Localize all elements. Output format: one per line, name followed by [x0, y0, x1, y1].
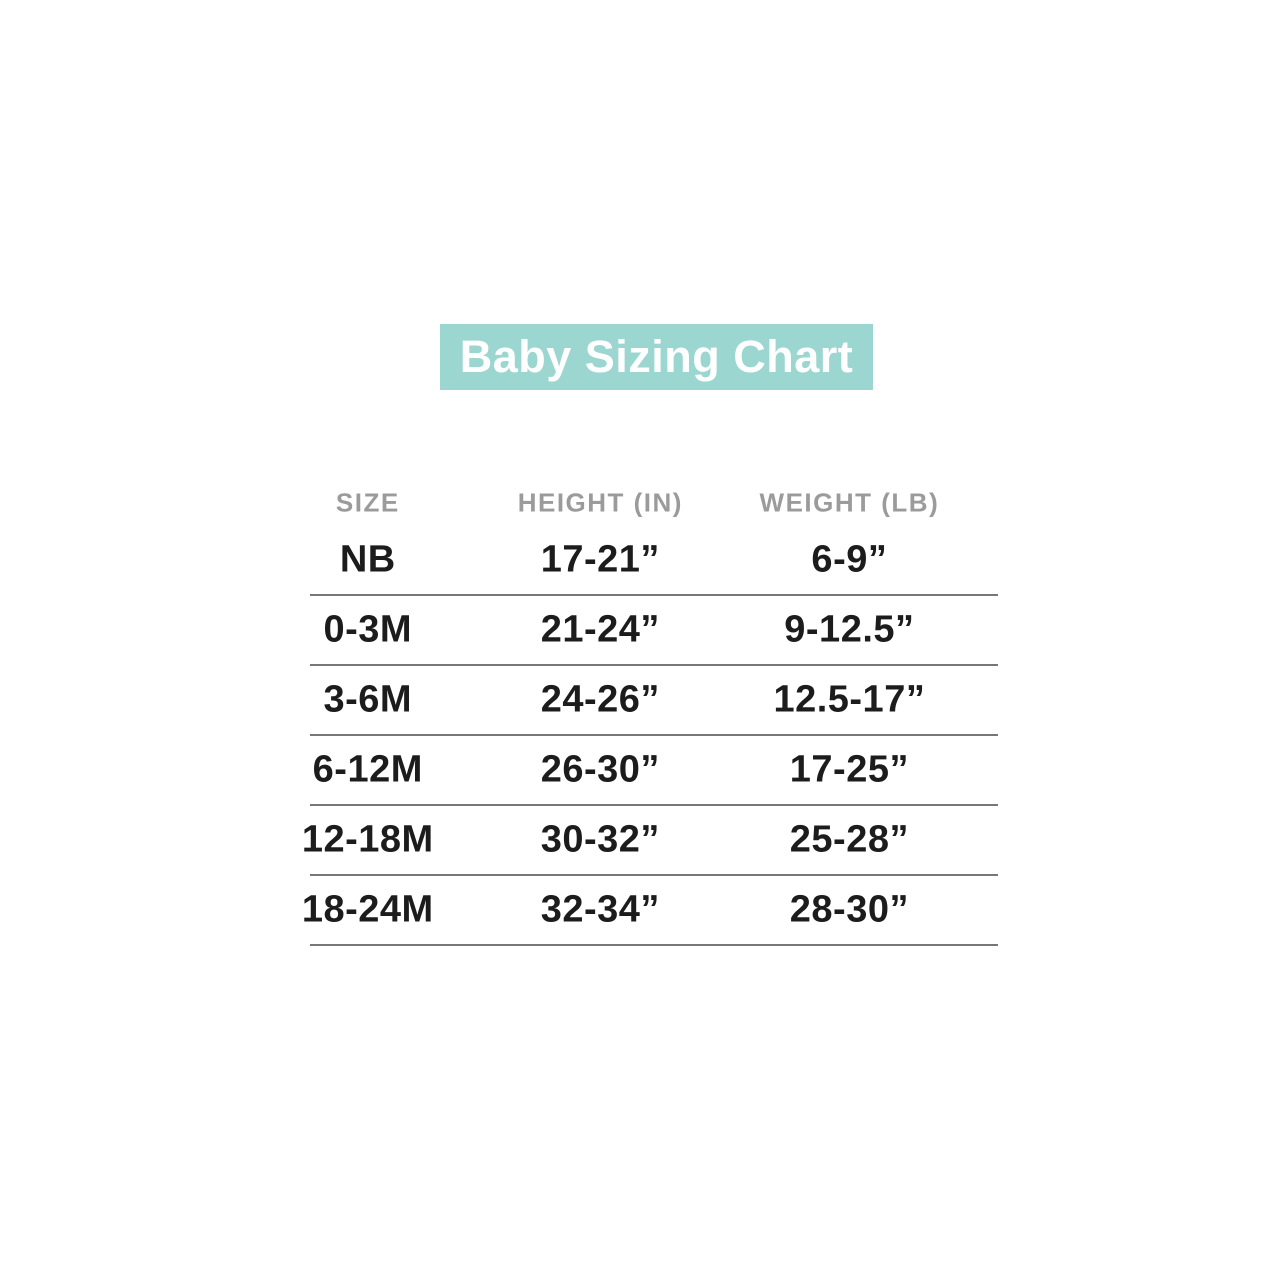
weight-cell: 25-28”: [789, 818, 909, 861]
table-row-12-18m: 12-18M 30-32” 25-28”: [302, 806, 998, 876]
weight-cell: 12.5-17”: [773, 678, 926, 721]
table-header-row: SIZE HEIGHT (IN) WEIGHT (LB): [310, 480, 998, 526]
table-row-18-24m: 18-24M 32-34” 28-30”: [302, 876, 998, 946]
column-header-weight: WEIGHT (LB): [759, 487, 940, 518]
size-cell: 3-6M: [323, 678, 413, 721]
table-row-6-12m: 6-12M 26-30” 17-25”: [310, 736, 998, 806]
height-cell: 17-21”: [540, 538, 660, 581]
size-cell: 18-24M: [301, 888, 434, 931]
weight-cell: 9-12.5”: [784, 608, 915, 651]
size-cell: 12-18M: [301, 818, 434, 861]
table-row-0-3m: 0-3M 21-24” 9-12.5”: [310, 596, 998, 666]
weight-cell: 6-9”: [811, 538, 888, 581]
size-cell: 6-12M: [312, 748, 423, 791]
column-header-size: SIZE: [335, 487, 400, 518]
size-cell: 0-3M: [323, 608, 413, 651]
column-header-height: HEIGHT (IN): [517, 487, 683, 518]
title-banner: Baby Sizing Chart: [440, 324, 873, 390]
height-cell: 30-32”: [540, 818, 660, 861]
weight-cell: 28-30”: [789, 888, 909, 931]
baby-sizing-table: SIZE HEIGHT (IN) WEIGHT (LB) NB 17-21” 6…: [302, 480, 998, 946]
height-cell: 24-26”: [540, 678, 660, 721]
height-cell: 21-24”: [540, 608, 660, 651]
table-row-3-6m: 3-6M 24-26” 12.5-17”: [310, 666, 998, 736]
height-cell: 26-30”: [540, 748, 660, 791]
height-cell: 32-34”: [540, 888, 660, 931]
page-title: Baby Sizing Chart: [459, 331, 854, 382]
table-row-nb: NB 17-21” 6-9”: [310, 526, 998, 596]
size-cell: NB: [339, 538, 396, 581]
weight-cell: 17-25”: [789, 748, 909, 791]
